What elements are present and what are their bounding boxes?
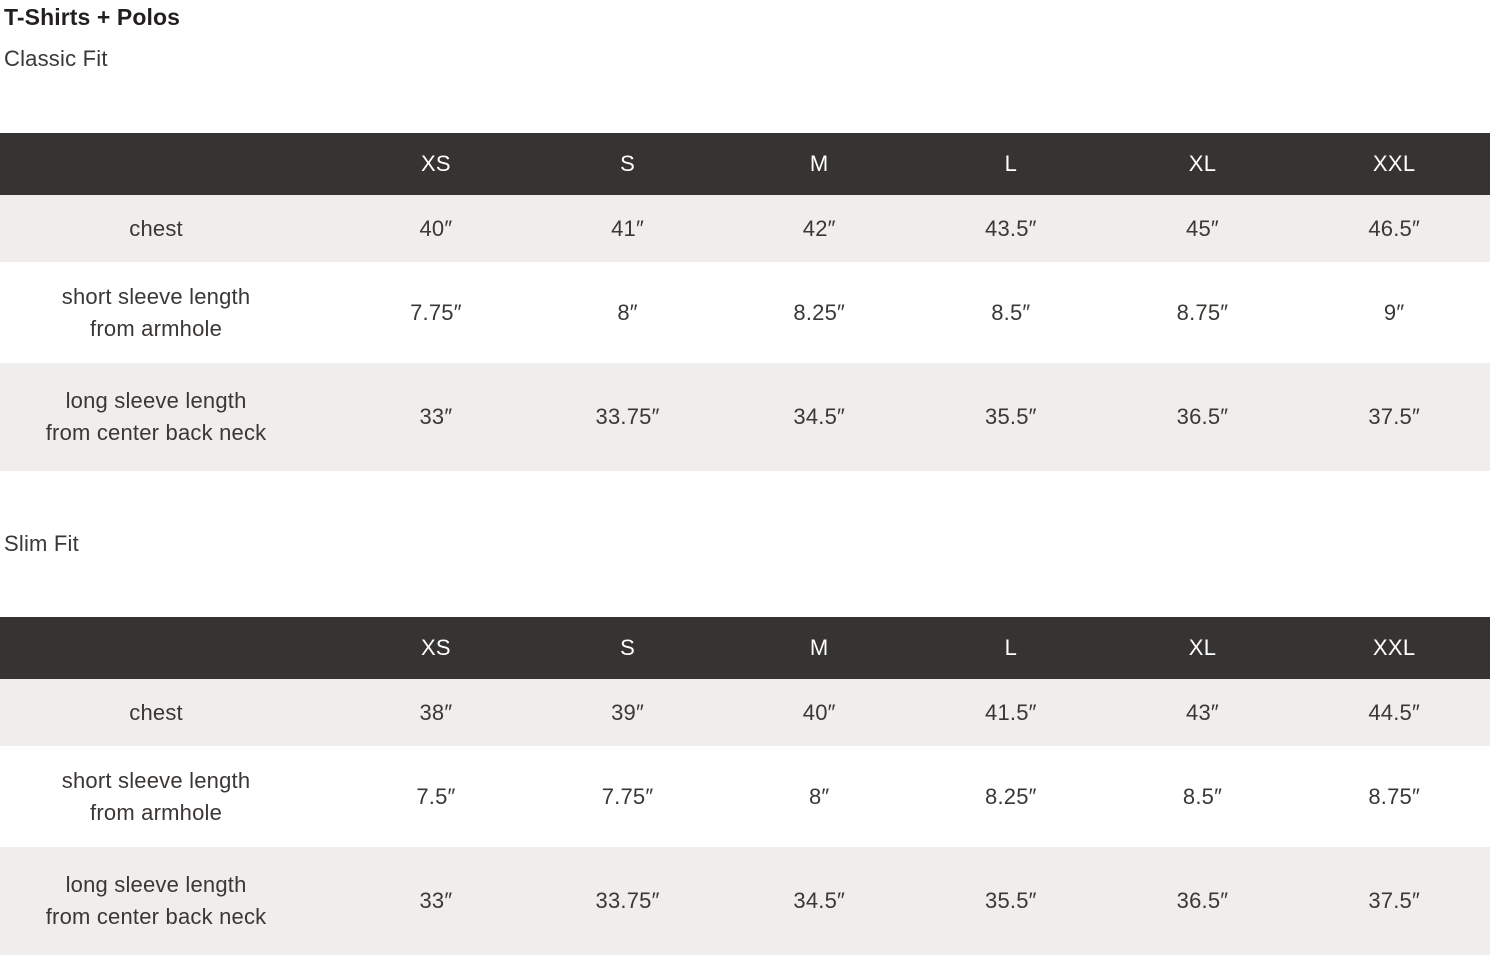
cell-short-sleeve-xl: 8.5″ (1106, 746, 1299, 847)
cell-long-sleeve-xxl: 37.5″ (1298, 363, 1490, 471)
header-cell-m: M (723, 133, 916, 195)
cell-long-sleeve-xs: 33″ (340, 847, 532, 955)
cell-long-sleeve-m: 34.5″ (723, 847, 916, 955)
cell-short-sleeve-l: 8.5″ (915, 262, 1107, 363)
row-label-line: from armhole (90, 799, 223, 825)
table-row-short-sleeve-length: short sleeve length from armhole 7.5″ 7.… (0, 746, 1490, 847)
cell-short-sleeve-s: 8″ (531, 262, 724, 363)
header-cell-m: M (723, 617, 916, 679)
cell-short-sleeve-s: 7.75″ (531, 746, 724, 847)
header-row: XS S M L XL XXL (0, 133, 1490, 195)
table-body-classic-fit: chest 40″ 41″ 42″ 43.5″ 45″ 46.5″ short … (0, 195, 1490, 471)
size-table-classic-fit: XS S M L XL XXL chest 40″ 41″ 42″ 43.5″ … (0, 133, 1490, 471)
header-cell-label (0, 133, 341, 195)
row-label-line: long sleeve length (65, 388, 247, 413)
header-cell-xxl: XXL (1298, 133, 1490, 195)
row-label-short-sleeve-length: short sleeve length from armhole (0, 746, 341, 847)
row-label-chest: chest (0, 195, 341, 262)
row-label-line: chest (129, 215, 183, 241)
cell-long-sleeve-s: 33.75″ (531, 363, 724, 471)
row-label-long-sleeve-length: long sleeve length from center back neck (0, 847, 341, 955)
cell-chest-m: 40″ (723, 679, 916, 746)
header-cell-xs: XS (340, 133, 532, 195)
header-cell-l: L (915, 133, 1107, 195)
section-heading-slim-fit: Slim Fit (4, 531, 79, 556)
table-body-slim-fit: chest 38″ 39″ 40″ 41.5″ 43″ 44.5″ short … (0, 679, 1490, 955)
header-cell-xxl: XXL (1298, 617, 1490, 679)
row-label-line: short sleeve length (61, 283, 251, 309)
header-cell-s: S (531, 133, 724, 195)
cell-short-sleeve-xxl: 8.75″ (1298, 746, 1490, 847)
page-title: T-Shirts + Polos (4, 4, 181, 30)
cell-chest-xl: 45″ (1106, 195, 1299, 262)
cell-chest-xl: 43″ (1106, 679, 1299, 746)
cell-chest-xxl: 44.5″ (1298, 679, 1490, 746)
row-label-line: from armhole (90, 315, 223, 341)
table-row-chest: chest 38″ 39″ 40″ 41.5″ 43″ 44.5″ (0, 679, 1490, 746)
row-label-chest: chest (0, 679, 341, 746)
cell-chest-xxl: 46.5″ (1298, 195, 1490, 262)
cell-chest-s: 39″ (531, 679, 724, 746)
row-label-line: from center back neck (45, 420, 267, 445)
row-label-line: from center back neck (45, 904, 267, 929)
header-cell-xl: XL (1106, 617, 1299, 679)
row-label-line: long sleeve length (65, 872, 247, 897)
row-label-long-sleeve-length: long sleeve length from center back neck (0, 363, 341, 471)
cell-long-sleeve-m: 34.5″ (723, 363, 916, 471)
table-header-slim-fit: XS S M L XL XXL (0, 617, 1490, 679)
row-label-line: chest (129, 699, 183, 725)
header-cell-label (0, 617, 341, 679)
cell-short-sleeve-xs: 7.5″ (340, 746, 532, 847)
row-label-short-sleeve-length: short sleeve length from armhole (0, 262, 341, 363)
cell-chest-m: 42″ (723, 195, 916, 262)
size-table-slim-fit: XS S M L XL XXL chest 38″ 39″ 40″ 41.5″ … (0, 617, 1490, 955)
cell-chest-s: 41″ (531, 195, 724, 262)
cell-short-sleeve-xxl: 9″ (1298, 262, 1490, 363)
header-cell-xs: XS (340, 617, 532, 679)
cell-long-sleeve-xxl: 37.5″ (1298, 847, 1490, 955)
cell-long-sleeve-s: 33.75″ (531, 847, 724, 955)
table-row-chest: chest 40″ 41″ 42″ 43.5″ 45″ 46.5″ (0, 195, 1490, 262)
cell-short-sleeve-xs: 7.75″ (340, 262, 532, 363)
table-row-long-sleeve-length: long sleeve length from center back neck… (0, 363, 1490, 471)
table-row-long-sleeve-length: long sleeve length from center back neck… (0, 847, 1490, 955)
header-cell-l: L (915, 617, 1107, 679)
header-cell-xl: XL (1106, 133, 1299, 195)
cell-long-sleeve-xl: 36.5″ (1106, 847, 1299, 955)
table-row-short-sleeve-length: short sleeve length from armhole 7.75″ 8… (0, 262, 1490, 363)
cell-short-sleeve-xl: 8.75″ (1106, 262, 1299, 363)
cell-long-sleeve-l: 35.5″ (915, 847, 1107, 955)
cell-long-sleeve-l: 35.5″ (915, 363, 1107, 471)
cell-chest-xs: 38″ (340, 679, 532, 746)
cell-short-sleeve-l: 8.25″ (915, 746, 1107, 847)
table-header-classic-fit: XS S M L XL XXL (0, 133, 1490, 195)
cell-short-sleeve-m: 8″ (723, 746, 916, 847)
cell-chest-l: 41.5″ (915, 679, 1107, 746)
cell-long-sleeve-xl: 36.5″ (1106, 363, 1299, 471)
header-row: XS S M L XL XXL (0, 617, 1490, 679)
cell-chest-l: 43.5″ (915, 195, 1107, 262)
row-label-line: short sleeve length (61, 767, 251, 793)
header-cell-s: S (531, 617, 724, 679)
cell-short-sleeve-m: 8.25″ (723, 262, 916, 363)
section-heading-classic-fit: Classic Fit (4, 46, 108, 71)
cell-chest-xs: 40″ (340, 195, 532, 262)
cell-long-sleeve-xs: 33″ (340, 363, 532, 471)
